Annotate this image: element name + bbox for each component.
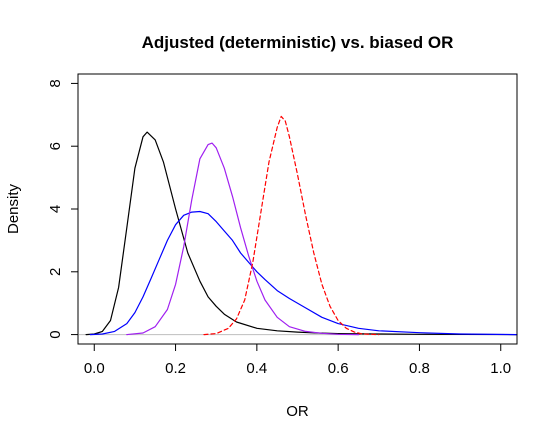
y-tick-label: 2 bbox=[47, 268, 64, 276]
x-tick-label: 0.6 bbox=[328, 360, 349, 377]
x-tick-label: 1.0 bbox=[490, 360, 511, 377]
density-curve-3 bbox=[126, 142, 360, 336]
y-axis-label: Density bbox=[5, 183, 22, 234]
y-tick-label: 4 bbox=[47, 205, 64, 213]
y-tick-label: 8 bbox=[47, 79, 64, 87]
x-tick-label: 0.4 bbox=[246, 360, 267, 377]
x-tick-label: 0.8 bbox=[409, 360, 430, 377]
y-tick-label: 6 bbox=[47, 142, 64, 150]
x-tick-label: 0.0 bbox=[84, 360, 105, 377]
density-curve-1 bbox=[85, 131, 518, 336]
chart-title: Adjusted (deterministic) vs. biased OR bbox=[142, 33, 454, 52]
density-curve-4 bbox=[203, 115, 380, 336]
density-curve-2 bbox=[89, 210, 518, 336]
x-axis-label: OR bbox=[286, 403, 309, 420]
density-curves bbox=[79, 115, 518, 336]
plot-frame bbox=[77, 73, 518, 345]
y-tick-label: 0 bbox=[47, 330, 64, 338]
x-tick-label: 0.2 bbox=[165, 360, 186, 377]
